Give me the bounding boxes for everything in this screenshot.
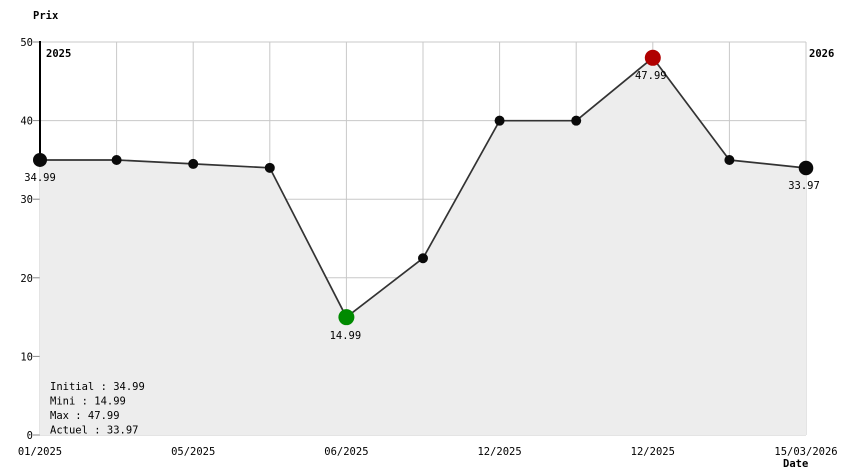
- x-tick-label: 05/2025: [171, 446, 215, 458]
- y-tick-label: 10: [20, 351, 33, 363]
- year-label-end: 2026: [809, 48, 834, 60]
- y-tick-label: 30: [20, 194, 33, 206]
- y-tick-label: 20: [20, 273, 33, 285]
- price-point: [264, 162, 275, 173]
- initial-point: [33, 152, 47, 167]
- x-axis-title: Date: [783, 458, 808, 470]
- max-point: [644, 49, 661, 66]
- price-point: [724, 154, 735, 165]
- legend-line-max: Max : 47.99: [50, 410, 120, 422]
- x-tick-label: 12/2025: [631, 446, 675, 458]
- price-point: [111, 154, 122, 165]
- y-tick-label: 50: [20, 37, 33, 49]
- year-label-start: 2025: [46, 48, 71, 60]
- current-point: [798, 160, 814, 176]
- x-tick-label: 15/03/2026: [774, 446, 837, 458]
- y-tick-label: 0: [27, 430, 33, 442]
- legend-line-min: Mini : 14.99: [50, 396, 126, 408]
- initial-point-label: 34.99: [24, 172, 56, 184]
- x-tick-label: 06/2025: [324, 446, 368, 458]
- min-point-label: 14.99: [330, 330, 362, 342]
- price-point: [494, 115, 505, 126]
- legend-line-initial: Initial : 34.99: [50, 381, 145, 393]
- x-tick-label: 01/2025: [18, 446, 62, 458]
- x-tick-label: 12/2025: [477, 446, 521, 458]
- price-point: [418, 253, 428, 264]
- y-tick-label: 40: [20, 116, 33, 128]
- max-point-label: 47.99: [635, 70, 667, 82]
- price-point: [188, 158, 199, 169]
- current-point-label: 33.97: [788, 180, 820, 192]
- price-point: [571, 115, 582, 126]
- y-axis-title: Prix: [33, 10, 59, 22]
- price-area-fill: [40, 57, 806, 436]
- legend-line-current: Actuel : 33.97: [50, 425, 139, 437]
- min-point: [338, 309, 355, 326]
